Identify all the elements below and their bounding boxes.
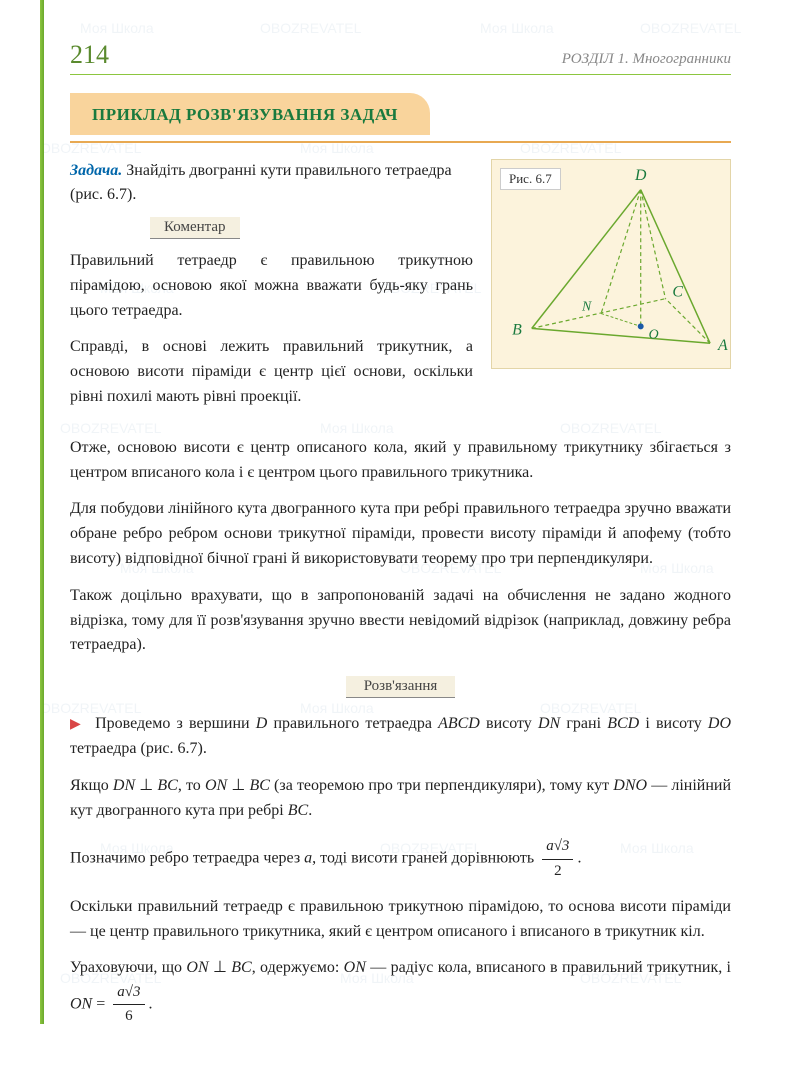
solution-p3: Позначимо ребро тетраедра через a, тоді … <box>70 835 731 883</box>
commentary-p1: Правильний тетраедр є правильною трикутн… <box>70 249 473 323</box>
task-label: Задача. <box>70 162 122 179</box>
task-statement: Задача. Знайдіть двогранні кути правильн… <box>70 159 473 207</box>
svg-text:N: N <box>581 299 592 314</box>
svg-text:A: A <box>717 337 728 354</box>
fraction-asqrt3-over-2: a√3 2 <box>542 835 573 883</box>
tab-underline <box>70 141 731 143</box>
section-reference: РОЗДІЛ 1. Многогранники <box>562 51 731 68</box>
fraction-asqrt3-over-6: a√3 6 <box>113 981 144 1029</box>
commentary-p2: Справді, в основі лежить правильний трик… <box>70 335 473 409</box>
commentary-p3: Отже, основою висоти є центр описаного к… <box>70 436 731 486</box>
svg-text:O: O <box>649 326 659 341</box>
solution-label: Розв'язання <box>346 676 456 698</box>
svg-text:D: D <box>634 167 647 184</box>
figure-label: Рис. 6.7 <box>500 168 561 190</box>
example-tab: ПРИКЛАД РОЗВ'ЯЗУВАННЯ ЗАДАЧ <box>70 93 430 135</box>
comment-label: Коментар <box>150 217 240 239</box>
solution-p2: Якщо DN ⊥ BC, то ON ⊥ BC (за теоремою пр… <box>70 774 731 824</box>
commentary-p5: Також доцільно врахувати, що в запропоно… <box>70 584 731 658</box>
page-header: 214 РОЗДІЛ 1. Многогранники <box>70 40 731 75</box>
solution-p5: Ураховуючи, що ON ⊥ BC, одержуємо: ON — … <box>70 956 731 1028</box>
page-number: 214 <box>70 40 109 70</box>
svg-text:B: B <box>512 321 522 338</box>
solution-p4: Оскільки правильний тетраедр є правильно… <box>70 895 731 945</box>
solution-p1: ▶ Проведемо з вершини D правильного тетр… <box>70 712 731 762</box>
svg-text:C: C <box>672 284 683 301</box>
commentary-p4: Для побудови лінійного кута двогранного … <box>70 497 731 571</box>
figure-6-7: Рис. 6.7 D B A C N O <box>491 159 731 369</box>
bullet-icon: ▶ <box>70 717 83 732</box>
page-spine <box>40 0 44 1024</box>
page-content: 214 РОЗДІЛ 1. Многогранники ПРИКЛАД РОЗВ… <box>0 0 791 1081</box>
example-tab-title: ПРИКЛАД РОЗВ'ЯЗУВАННЯ ЗАДАЧ <box>92 105 398 124</box>
tetrahedron-diagram: D B A C N O <box>492 160 730 368</box>
